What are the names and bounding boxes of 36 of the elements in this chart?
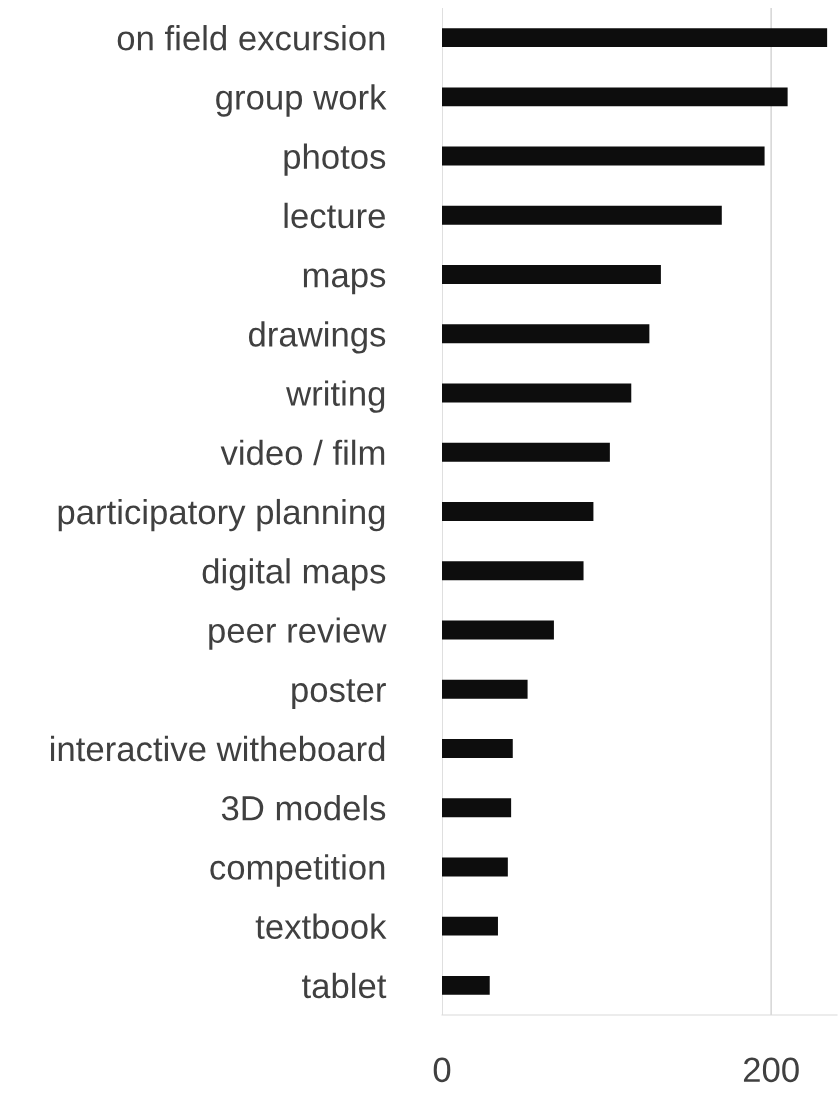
y-tick-label: maps xyxy=(303,268,386,295)
bar xyxy=(442,383,632,403)
bar xyxy=(442,975,490,995)
bar xyxy=(442,205,722,225)
y-tick-label: group work xyxy=(216,84,387,117)
bar xyxy=(442,857,508,877)
bar xyxy=(442,28,828,48)
y-tick-label: tablet xyxy=(302,972,387,999)
y-tick-label: poster xyxy=(292,679,386,709)
y-tick-label: writing xyxy=(286,380,385,413)
bar xyxy=(442,738,513,758)
y-tick-label: digital maps xyxy=(202,558,386,591)
bar xyxy=(442,324,650,344)
bar xyxy=(442,620,554,640)
bar xyxy=(442,146,765,166)
bar xyxy=(442,679,528,699)
bar xyxy=(442,916,498,936)
bar xyxy=(442,502,594,521)
y-tick-label: photos xyxy=(284,143,386,176)
y-tick-label: lecture xyxy=(284,202,385,229)
bar xyxy=(442,265,661,285)
y-tick-label: participatory planning xyxy=(58,498,385,532)
bar xyxy=(442,561,584,581)
y-tick-label: interactive witheboard xyxy=(51,735,385,762)
y-tick-label: competition xyxy=(210,854,385,887)
y-tick-label: on field excursion xyxy=(117,25,385,51)
y-tick-label: textbook xyxy=(255,913,387,940)
y-tick-label: drawings xyxy=(248,321,386,354)
x-tick-label: 0 xyxy=(433,1057,451,1083)
bar xyxy=(442,87,788,107)
bar xyxy=(442,798,512,818)
x-tick-label: 200 xyxy=(743,1057,799,1083)
bar xyxy=(442,442,610,462)
y-tick-label: peer review xyxy=(209,617,387,650)
y-tick-label: video / film xyxy=(220,439,385,466)
y-tick-label: 3D models xyxy=(221,795,386,821)
